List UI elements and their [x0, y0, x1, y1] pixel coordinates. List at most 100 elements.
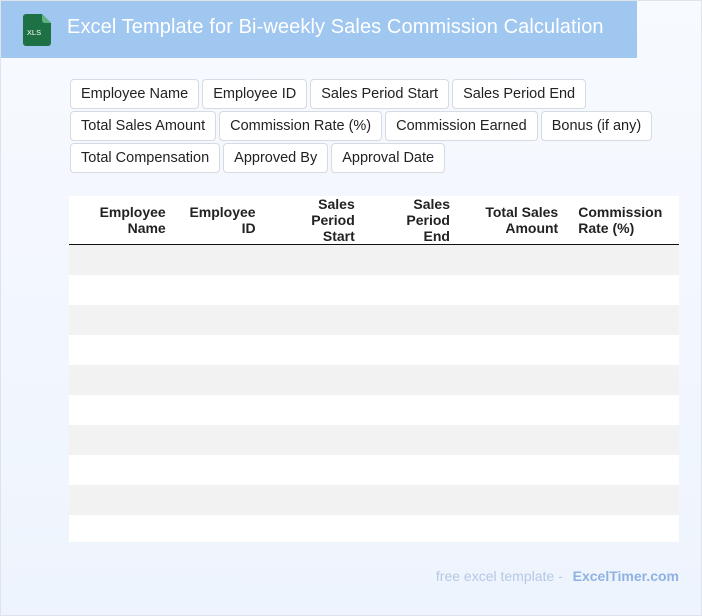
column-header-total-sales-amount: Total Sales Amount [462, 196, 571, 245]
column-header-employee-name: Employee Name [69, 196, 178, 245]
table-cell [177, 304, 268, 335]
table-cell [267, 424, 367, 455]
field-chip-row: Employee Name Employee ID Sales Period S… [70, 79, 680, 109]
table-cell [570, 304, 679, 335]
table-cell [177, 244, 268, 275]
table-cell [267, 244, 367, 275]
field-chip-approved-by[interactable]: Approved By [223, 143, 329, 173]
table-cell [570, 394, 679, 425]
column-header-sales-period-start: Sales Period Start [267, 196, 367, 245]
table-row [69, 274, 679, 305]
table-cell [366, 334, 462, 365]
column-header-commission-rate: Commission Rate (%) [570, 196, 679, 245]
table-cell [366, 364, 462, 395]
table-cell [570, 364, 679, 395]
table-cell [267, 274, 367, 305]
table-cell [462, 274, 571, 305]
table-cell [462, 514, 571, 542]
field-chip-sales-period-end[interactable]: Sales Period End [452, 79, 587, 109]
table-cell [366, 424, 462, 455]
table-row [69, 364, 679, 395]
table-cell [267, 364, 367, 395]
table-cell [69, 394, 178, 425]
table-cell [366, 394, 462, 425]
table-cell [177, 454, 268, 485]
table-cell [267, 514, 367, 542]
table-row [69, 304, 679, 335]
table-cell [69, 454, 178, 485]
table-row [69, 244, 679, 275]
table-row [69, 424, 679, 455]
table-body [69, 244, 679, 542]
table-cell [267, 334, 367, 365]
table-cell [366, 304, 462, 335]
table-cell [366, 454, 462, 485]
table-row [69, 334, 679, 365]
field-chip-row: Total Sales Amount Commission Rate (%) C… [70, 111, 680, 141]
table-cell [177, 514, 268, 542]
table-row [69, 484, 679, 515]
table-cell [69, 484, 178, 515]
table-cell [462, 394, 571, 425]
table-cell [177, 484, 268, 515]
table-cell [69, 364, 178, 395]
table-cell [177, 394, 268, 425]
column-header-sales-period-end: Sales Period End [366, 196, 462, 245]
column-header-employee-id: Employee ID [177, 196, 268, 245]
table-cell [69, 244, 178, 275]
table-cell [462, 484, 571, 515]
footer-text: free excel template - [435, 568, 563, 584]
table-row [69, 514, 679, 542]
table-cell [462, 424, 571, 455]
field-chip-approval-date[interactable]: Approval Date [331, 143, 446, 173]
table-cell [570, 514, 679, 542]
table-cell [69, 274, 178, 305]
table-cell [366, 514, 462, 542]
table-cell [366, 244, 462, 275]
field-chip-commission-earned[interactable]: Commission Earned [385, 111, 538, 141]
table-cell [366, 484, 462, 515]
title-banner: XLS Excel Template for Bi-weekly Sales C… [1, 1, 637, 58]
table-cell [366, 274, 462, 305]
field-chip-employee-name[interactable]: Employee Name [70, 79, 200, 109]
page-title: Excel Template for Bi-weekly Sales Commi… [67, 16, 604, 38]
table-cell [570, 424, 679, 455]
field-chip-total-compensation[interactable]: Total Compensation [70, 143, 221, 173]
template-table-preview: Employee Name Employee ID Sales Period Star… [69, 196, 679, 542]
table-cell [69, 514, 178, 542]
field-chip-bonus[interactable]: Bonus (if any) [540, 111, 653, 141]
table-cell [177, 334, 268, 365]
table-cell [69, 334, 178, 365]
table-cell [177, 364, 268, 395]
table-cell [462, 454, 571, 485]
table-cell [570, 274, 679, 305]
table-cell [462, 364, 571, 395]
footer-credit: free excel template - ExcelTimer.com [436, 568, 679, 584]
table-cell [69, 304, 178, 335]
table-cell [267, 394, 367, 425]
table-cell [462, 244, 571, 275]
table-cell [462, 334, 571, 365]
table-row [69, 394, 679, 425]
table-cell [177, 424, 268, 455]
footer-brand-link[interactable]: ExcelTimer.com [572, 568, 679, 584]
table-header-row: Employee Name Employee ID Sales Period Star… [69, 196, 679, 245]
table-cell [462, 304, 571, 335]
table-cell [267, 484, 367, 515]
data-table: Employee Name Employee ID Sales Period Star… [69, 196, 679, 542]
table-cell [177, 274, 268, 305]
field-chip-employee-id[interactable]: Employee ID [202, 79, 308, 109]
field-chip-row: Total Compensation Approved By Approval … [70, 143, 680, 173]
table-cell [570, 484, 679, 515]
field-chip-sales-period-start[interactable]: Sales Period Start [310, 79, 450, 109]
field-chip-list: Employee Name Employee ID Sales Period S… [70, 79, 680, 175]
table-cell [570, 334, 679, 365]
svg-text:XLS: XLS [27, 28, 41, 37]
excel-file-icon: XLS [23, 14, 51, 46]
table-cell [570, 244, 679, 275]
table-cell [267, 454, 367, 485]
field-chip-total-sales-amount[interactable]: Total Sales Amount [70, 111, 217, 141]
table-cell [570, 454, 679, 485]
field-chip-commission-rate[interactable]: Commission Rate (%) [219, 111, 383, 141]
